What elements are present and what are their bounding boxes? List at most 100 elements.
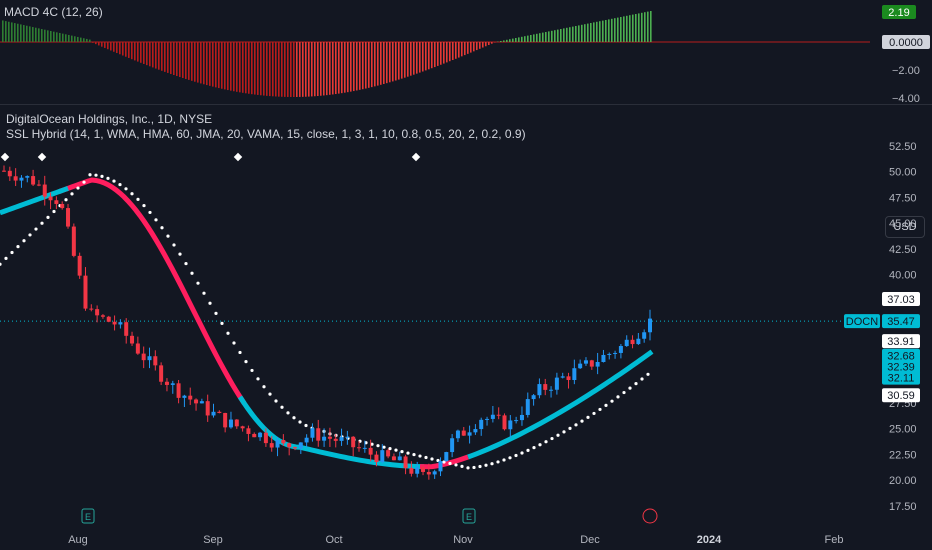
candle-body: [159, 365, 164, 382]
macd-bar: [8, 21, 10, 42]
macd-bar: [170, 42, 172, 74]
macd-bar: [227, 42, 229, 91]
currency-button[interactable]: USD: [885, 216, 925, 238]
signal-diamond: [0, 152, 10, 162]
price-y-tick-label: 47.50: [889, 192, 917, 204]
ssl-exit-dot: [28, 233, 32, 237]
macd-bar: [419, 42, 421, 73]
candle-body: [2, 170, 6, 172]
price-y-tick-label: 50.00: [889, 167, 917, 179]
macd-bar: [452, 42, 454, 61]
candle-body: [199, 401, 204, 404]
macd-bar: [329, 42, 331, 95]
macd-bar: [59, 32, 61, 42]
candle-body: [357, 447, 362, 449]
price-tag-label-t1: 37.03: [887, 294, 915, 306]
macd-bar: [68, 34, 70, 42]
macd-bar: [563, 28, 565, 42]
macd-bar: [548, 31, 550, 42]
macd-bar: [344, 42, 346, 93]
ssl-exit-dot: [430, 457, 434, 461]
macd-bar: [539, 33, 541, 42]
macd-bar: [65, 34, 67, 42]
candle-body: [333, 438, 338, 441]
price-y-tick-label: 40.00: [889, 270, 917, 282]
macd-bar: [182, 42, 184, 79]
candle-body: [409, 468, 414, 474]
macd-bar: [95, 42, 97, 45]
macd-bar: [575, 26, 577, 42]
macd-bar: [530, 35, 532, 42]
indicator-title[interactable]: SSL Hybrid (14, 1, WMA, HMA, 60, JMA, 20…: [6, 127, 526, 141]
macd-bar: [269, 42, 271, 97]
macd-bar: [284, 42, 286, 97]
macd-bar: [641, 12, 643, 43]
macd-bar: [542, 32, 544, 42]
macd-bar: [248, 42, 250, 94]
macd-bar: [326, 42, 328, 96]
candle-body: [246, 428, 251, 434]
ssl-exit-dot: [4, 256, 8, 260]
price-pane: 52.5050.0047.5045.0042.5040.0037.5027.50…: [0, 105, 932, 525]
ssl-exit-dot: [178, 252, 182, 256]
candle-body: [42, 184, 47, 197]
ssl-exit-dot: [538, 443, 542, 447]
macd-bar: [437, 42, 439, 66]
macd-bar: [569, 27, 571, 42]
ssl-exit-dot: [574, 423, 578, 427]
candle-body: [228, 419, 233, 428]
macd-bar: [152, 42, 154, 68]
candle-body: [234, 419, 239, 427]
candle-body: [95, 309, 100, 316]
price-tag-t5: [882, 359, 920, 374]
candle-body: [275, 440, 280, 448]
macd-bar: [524, 36, 526, 42]
ssl-exit-dot: [106, 176, 110, 180]
macd-last-value-tag: [882, 5, 916, 19]
price-chart[interactable]: 52.5050.0047.5045.0042.5040.0037.5027.50…: [0, 105, 932, 525]
macd-bar: [2, 20, 4, 42]
macd-bar: [416, 42, 418, 74]
candle-body: [403, 456, 408, 469]
candle-body: [444, 452, 449, 462]
macd-bar: [500, 41, 502, 42]
macd-bar: [296, 42, 298, 97]
macd-bar: [299, 42, 301, 97]
candle-body: [217, 411, 222, 413]
symbol-title[interactable]: DigitalOcean Holdings, Inc., 1D, NYSE: [6, 112, 213, 126]
candle-body: [13, 176, 18, 181]
macd-bar: [191, 42, 193, 81]
macd-bar: [137, 42, 139, 62]
price-y-tick-label: 42.50: [889, 244, 917, 256]
candle-body: [112, 321, 117, 325]
price-tag-last: [882, 314, 920, 329]
macd-bar: [200, 42, 202, 84]
macd-bar: [473, 42, 475, 52]
ssl-exit-dot: [22, 239, 26, 243]
macd-bar: [197, 42, 199, 83]
candle-body: [223, 412, 228, 428]
macd-bar: [74, 36, 76, 42]
macd-bar: [347, 42, 349, 93]
macd-bar: [413, 42, 415, 75]
macd-last-value-label: 2.19: [888, 7, 909, 19]
candle-body: [316, 428, 321, 441]
ssl-exit-dot: [136, 197, 140, 201]
macd-bar: [53, 31, 55, 42]
candle-body: [618, 346, 623, 353]
ssl-exit-dot: [478, 464, 482, 469]
macd-bar: [275, 42, 277, 97]
ssl-exit-dot: [526, 448, 530, 452]
ssl-exit-dot: [298, 420, 302, 424]
macd-bar: [338, 42, 340, 94]
ssl-exit-dot: [640, 377, 644, 381]
macd-legend-title[interactable]: MACD 4C (12, 26): [4, 5, 103, 19]
ssl-exit-dot: [550, 436, 554, 441]
ssl-exit-dot: [82, 180, 86, 184]
macd-bar: [236, 42, 238, 92]
candle-body: [537, 384, 542, 396]
macd-bar: [26, 25, 28, 42]
macd-bar: [80, 37, 82, 42]
macd-bar: [626, 15, 628, 43]
candle-body: [426, 471, 431, 475]
